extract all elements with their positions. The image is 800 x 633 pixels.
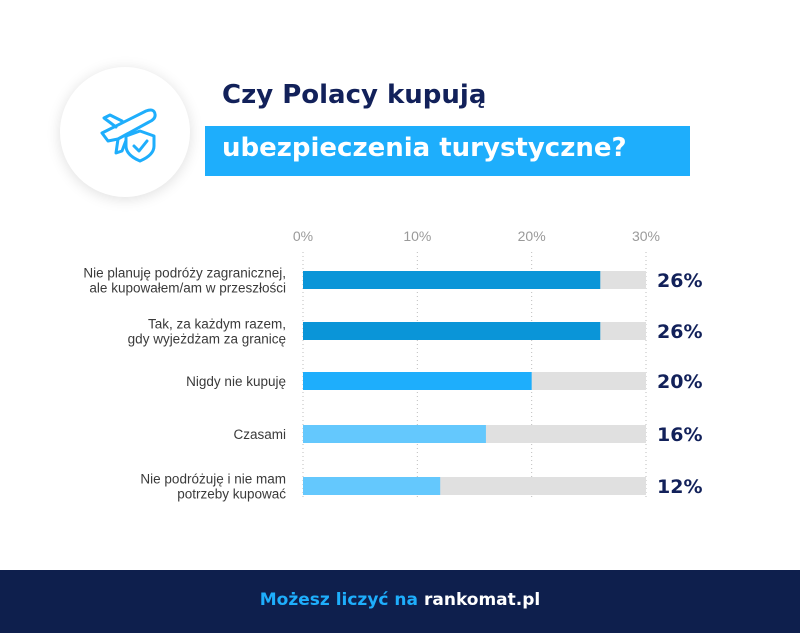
brand-logo[interactable]: rankomat.pl [423, 590, 541, 610]
value-label: 12% [657, 476, 702, 498]
category-label: gdy wyjeżdżam za granicę [128, 332, 286, 347]
bar-chart: 0% 10% 20% 30% Nie planuję podróży zagranicz… [83, 228, 702, 502]
page-title-line1: Czy Polacy kupują [222, 80, 487, 110]
category-label: Nie podróżuję i nie mam [140, 472, 286, 487]
bar [303, 372, 532, 390]
header-icon-badge [60, 67, 190, 197]
category-label: potrzeby kupować [177, 487, 286, 502]
bar [303, 477, 441, 495]
x-tick-label: 0% [293, 228, 313, 244]
bar [303, 322, 601, 340]
footer-tagline: Możesz liczyć na [259, 590, 418, 610]
footer-text: Możesz liczyć na rankomat.pl [0, 590, 800, 610]
airplane-shield-icon [100, 108, 157, 163]
value-label: 26% [657, 270, 702, 292]
x-tick-label: 20% [518, 228, 546, 244]
category-label: Czasami [233, 427, 286, 442]
footer-bar: Możesz liczyć na rankomat.pl [0, 570, 800, 633]
category-label: Tak, za każdym razem, [148, 317, 286, 332]
value-label: 26% [657, 321, 702, 343]
title-highlight-band [205, 126, 690, 176]
bar [303, 271, 601, 289]
value-label: 16% [657, 424, 702, 446]
bar [303, 425, 486, 443]
value-label: 20% [657, 371, 702, 393]
category-label: ale kupowałem/am w przeszłości [89, 281, 286, 296]
category-label: Nie planuję podróży zagranicznej, [83, 266, 286, 281]
x-tick-label: 10% [403, 228, 431, 244]
category-label: Nigdy nie kupuję [186, 374, 286, 389]
page-title-line2: ubezpieczenia turystyczne? [222, 133, 627, 163]
x-tick-label: 30% [632, 228, 660, 244]
